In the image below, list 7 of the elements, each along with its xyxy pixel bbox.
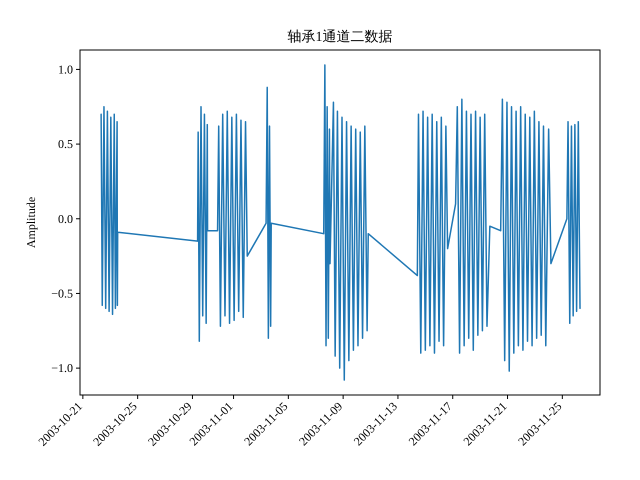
y-tick-label: 0.5 [58, 137, 73, 152]
chart-title: 轴承1通道二数据 [288, 29, 392, 45]
y-tick-label: 1.0 [58, 62, 73, 76]
y-tick-label: −1.0 [51, 361, 73, 376]
y-axis-title: Amplitude [24, 196, 38, 248]
y-tick-label: −0.5 [51, 286, 73, 300]
y-tick-label: 0.0 [58, 212, 73, 226]
